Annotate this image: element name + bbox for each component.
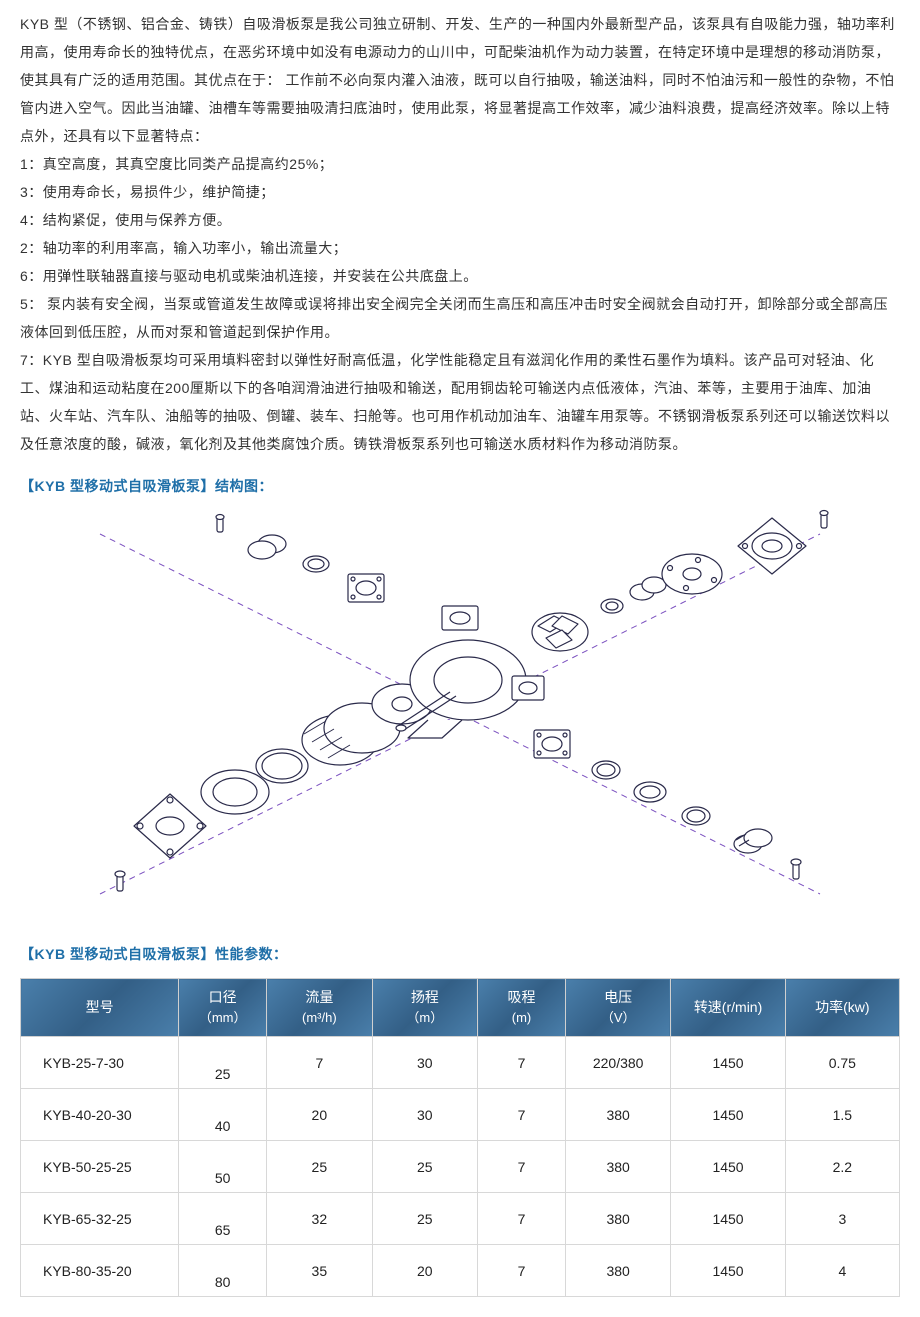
cell-suction: 7 xyxy=(478,1141,566,1193)
spec-table-head: 型号 口径（mm） 流量(m³/h) 扬程（m） 吸程(m) 电压（V） 转速(… xyxy=(21,979,900,1037)
cell-head: 20 xyxy=(372,1245,477,1297)
col-suction: 吸程(m) xyxy=(478,979,566,1037)
cell-suction: 7 xyxy=(478,1089,566,1141)
cell-head: 30 xyxy=(372,1037,477,1089)
cell-model: KYB-80-35-20 xyxy=(21,1245,179,1297)
cell-voltage: 380 xyxy=(565,1193,670,1245)
cell-rpm: 1450 xyxy=(671,1037,785,1089)
col-voltage: 电压（V） xyxy=(565,979,670,1037)
intro-point-7: 7：KYB 型自吸滑板泵均可采用填料密封以弹性好耐高低温，化学性能稳定且有滋润化… xyxy=(20,346,900,458)
intro-point-4: 4：结构紧促，使用与保养方便。 xyxy=(20,206,900,234)
cell-flow: 35 xyxy=(267,1245,372,1297)
table-row: KYB-65-32-25 65 32 25 7 380 1450 3 xyxy=(21,1193,900,1245)
cell-bore: 50 xyxy=(179,1141,267,1193)
spec-table: 型号 口径（mm） 流量(m³/h) 扬程（m） 吸程(m) 电压（V） 转速(… xyxy=(20,978,900,1297)
intro-point-1: 1：真空高度，其真空度比同类产品提高约25%； xyxy=(20,150,900,178)
cell-voltage: 380 xyxy=(565,1089,670,1141)
cell-power: 2.2 xyxy=(785,1141,899,1193)
col-model: 型号 xyxy=(21,979,179,1037)
cell-suction: 7 xyxy=(478,1193,566,1245)
cell-head: 25 xyxy=(372,1193,477,1245)
col-flow: 流量(m³/h) xyxy=(267,979,372,1037)
cell-voltage: 380 xyxy=(565,1245,670,1297)
cell-bore: 65 xyxy=(179,1193,267,1245)
col-head: 扬程（m） xyxy=(372,979,477,1037)
cell-model: KYB-65-32-25 xyxy=(21,1193,179,1245)
cell-rpm: 1450 xyxy=(671,1245,785,1297)
cell-model: KYB-25-7-30 xyxy=(21,1037,179,1089)
intro-point-3: 3：使用寿命长，易损件少，维护简捷； xyxy=(20,178,900,206)
cell-head: 25 xyxy=(372,1141,477,1193)
cell-rpm: 1450 xyxy=(671,1193,785,1245)
cell-power: 1.5 xyxy=(785,1089,899,1141)
cell-flow: 20 xyxy=(267,1089,372,1141)
product-description: KYB 型（不锈钢、铝合金、铸铁）自吸滑板泵是我公司独立研制、开发、生产的一种国… xyxy=(20,10,900,458)
col-power: 功率(kw) xyxy=(785,979,899,1037)
cell-voltage: 220/380 xyxy=(565,1037,670,1089)
cell-model: KYB-50-25-25 xyxy=(21,1141,179,1193)
exploded-diagram xyxy=(60,504,860,924)
cell-suction: 7 xyxy=(478,1245,566,1297)
cell-bore: 80 xyxy=(179,1245,267,1297)
cell-rpm: 1450 xyxy=(671,1089,785,1141)
intro-point-5: 5： 泵内装有安全阀，当泵或管道发生故障或误将排出安全阀完全关闭而生高压和高压冲… xyxy=(20,290,900,346)
table-row: KYB-80-35-20 80 35 20 7 380 1450 4 xyxy=(21,1245,900,1297)
structure-diagram-heading: 【KYB 型移动式自吸滑板泵】结构图： xyxy=(20,476,900,496)
col-rpm: 转速(r/min) xyxy=(671,979,785,1037)
exploded-diagram-svg xyxy=(60,504,860,924)
intro-paragraph-main: KYB 型（不锈钢、铝合金、铸铁）自吸滑板泵是我公司独立研制、开发、生产的一种国… xyxy=(20,10,900,150)
cell-flow: 32 xyxy=(267,1193,372,1245)
intro-point-6: 6：用弹性联轴器直接与驱动电机或柴油机连接，并安装在公共底盘上。 xyxy=(20,262,900,290)
table-row: KYB-40-20-30 40 20 30 7 380 1450 1.5 xyxy=(21,1089,900,1141)
cell-power: 3 xyxy=(785,1193,899,1245)
intro-point-2: 2：轴功率的利用率高，输入功率小，输出流量大； xyxy=(20,234,900,262)
cell-suction: 7 xyxy=(478,1037,566,1089)
spec-table-body: KYB-25-7-30 25 7 30 7 220/380 1450 0.75 … xyxy=(21,1037,900,1297)
table-row: KYB-25-7-30 25 7 30 7 220/380 1450 0.75 xyxy=(21,1037,900,1089)
table-row: KYB-50-25-25 50 25 25 7 380 1450 2.2 xyxy=(21,1141,900,1193)
performance-params-heading: 【KYB 型移动式自吸滑板泵】性能参数： xyxy=(20,944,900,964)
cell-bore: 25 xyxy=(179,1037,267,1089)
cell-head: 30 xyxy=(372,1089,477,1141)
cell-model: KYB-40-20-30 xyxy=(21,1089,179,1141)
col-bore: 口径（mm） xyxy=(179,979,267,1037)
cell-rpm: 1450 xyxy=(671,1141,785,1193)
cell-voltage: 380 xyxy=(565,1141,670,1193)
cell-bore: 40 xyxy=(179,1089,267,1141)
cell-power: 0.75 xyxy=(785,1037,899,1089)
cell-flow: 25 xyxy=(267,1141,372,1193)
cell-flow: 7 xyxy=(267,1037,372,1089)
cell-power: 4 xyxy=(785,1245,899,1297)
table-header-row: 型号 口径（mm） 流量(m³/h) 扬程（m） 吸程(m) 电压（V） 转速(… xyxy=(21,979,900,1037)
